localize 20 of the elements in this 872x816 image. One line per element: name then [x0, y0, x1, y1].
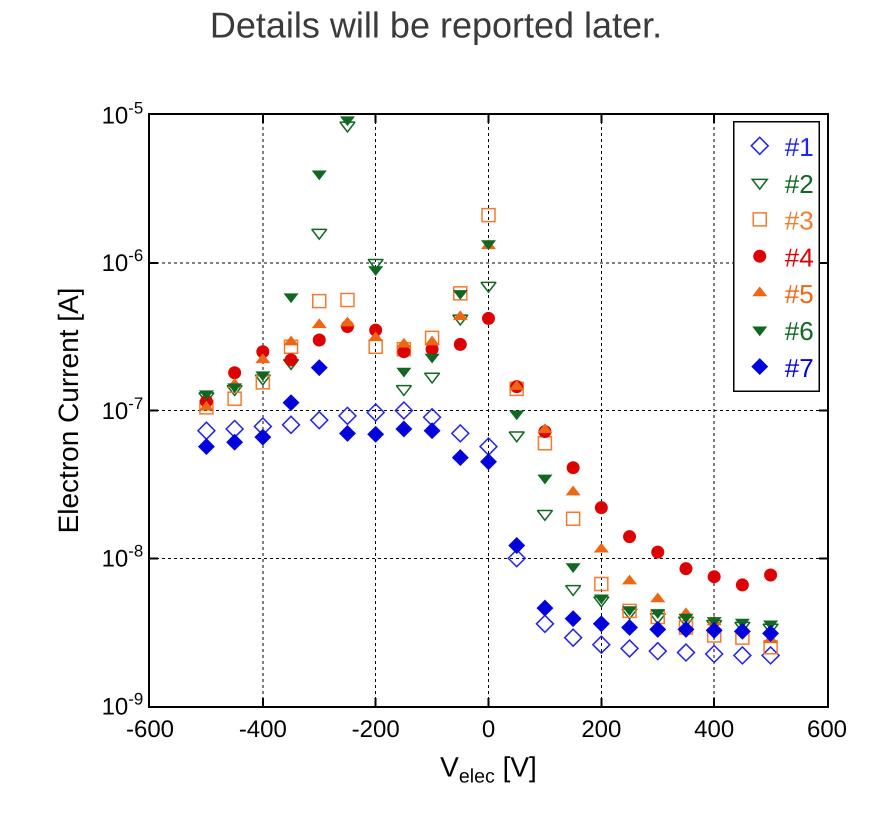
- legend-label: #3: [784, 206, 814, 236]
- x-tick-label: -400: [238, 716, 287, 743]
- y-tick-label: 10$^{-5}$: [102, 98, 144, 130]
- x-tick-label: 400: [694, 716, 734, 743]
- x-axis-title: V$_{elec}$ [V]: [440, 751, 537, 788]
- legend-label: #4: [784, 242, 814, 272]
- y-tick-label: 10$^{-6}$: [102, 246, 144, 278]
- legend-label: #5: [784, 279, 814, 310]
- legend-label: #7: [784, 352, 814, 383]
- y-tick-label: 10$^{-7}$: [102, 394, 144, 425]
- x-tick-label: 0: [482, 716, 496, 743]
- legend-label: #1: [784, 132, 814, 162]
- x-tick-label: -200: [352, 716, 400, 743]
- x-tick-label: 600: [806, 716, 848, 743]
- chart-title: Details will be reported later.: [210, 4, 662, 46]
- legend-label: #2: [784, 168, 814, 199]
- legend-label: #6: [784, 316, 814, 346]
- y-axis-title: Electron Current [A]: [52, 288, 84, 534]
- x-tick-label: 200: [581, 716, 622, 743]
- y-tick-label: 10$^{-8}$: [102, 542, 144, 573]
